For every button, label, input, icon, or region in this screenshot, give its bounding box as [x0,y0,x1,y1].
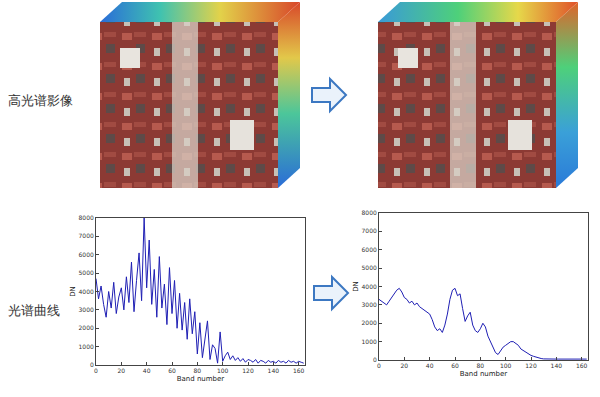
svg-text:160: 160 [293,367,305,374]
svg-text:Band number: Band number [460,370,508,378]
svg-text:DN: DN [352,281,360,292]
svg-text:20: 20 [118,367,126,374]
svg-text:6000: 6000 [362,246,377,253]
svg-text:Band number: Band number [177,375,225,383]
svg-text:160: 160 [576,362,588,369]
svg-text:8000: 8000 [362,209,377,216]
svg-text:7000: 7000 [362,227,377,234]
svg-text:0: 0 [90,361,94,368]
svg-text:140: 140 [268,367,280,374]
svg-text:80: 80 [477,362,485,369]
svg-text:0: 0 [94,367,98,374]
svg-text:60: 60 [451,362,459,369]
svg-text:DN: DN [69,286,77,297]
svg-text:60: 60 [168,367,176,374]
svg-text:1000: 1000 [362,338,377,345]
svg-text:6000: 6000 [79,251,94,258]
svg-text:1000: 1000 [79,343,94,350]
svg-text:100: 100 [217,367,229,374]
svg-text:20: 20 [401,362,409,369]
svg-text:3000: 3000 [362,301,377,308]
svg-text:2000: 2000 [79,324,94,331]
svg-text:2000: 2000 [362,319,377,326]
svg-text:0: 0 [377,362,381,369]
svg-text:4000: 4000 [79,288,94,295]
svg-text:5000: 5000 [362,264,377,271]
svg-text:8000: 8000 [79,214,94,221]
html-text:高光谱影像: 高光谱影像 [8,93,73,108]
svg-text:40: 40 [143,367,151,374]
svg-text:120: 120 [525,362,537,369]
svg-text:7000: 7000 [79,232,94,239]
svg-text:140: 140 [551,362,563,369]
svg-text:80: 80 [194,367,202,374]
svg-text:3000: 3000 [79,306,94,313]
html-text:光谱曲线: 光谱曲线 [8,303,60,318]
svg-text:5000: 5000 [79,269,94,276]
svg-text:0: 0 [373,356,377,363]
svg-text:4000: 4000 [362,283,377,290]
svg-text:40: 40 [426,362,434,369]
svg-text:100: 100 [500,362,512,369]
svg-text:120: 120 [242,367,254,374]
